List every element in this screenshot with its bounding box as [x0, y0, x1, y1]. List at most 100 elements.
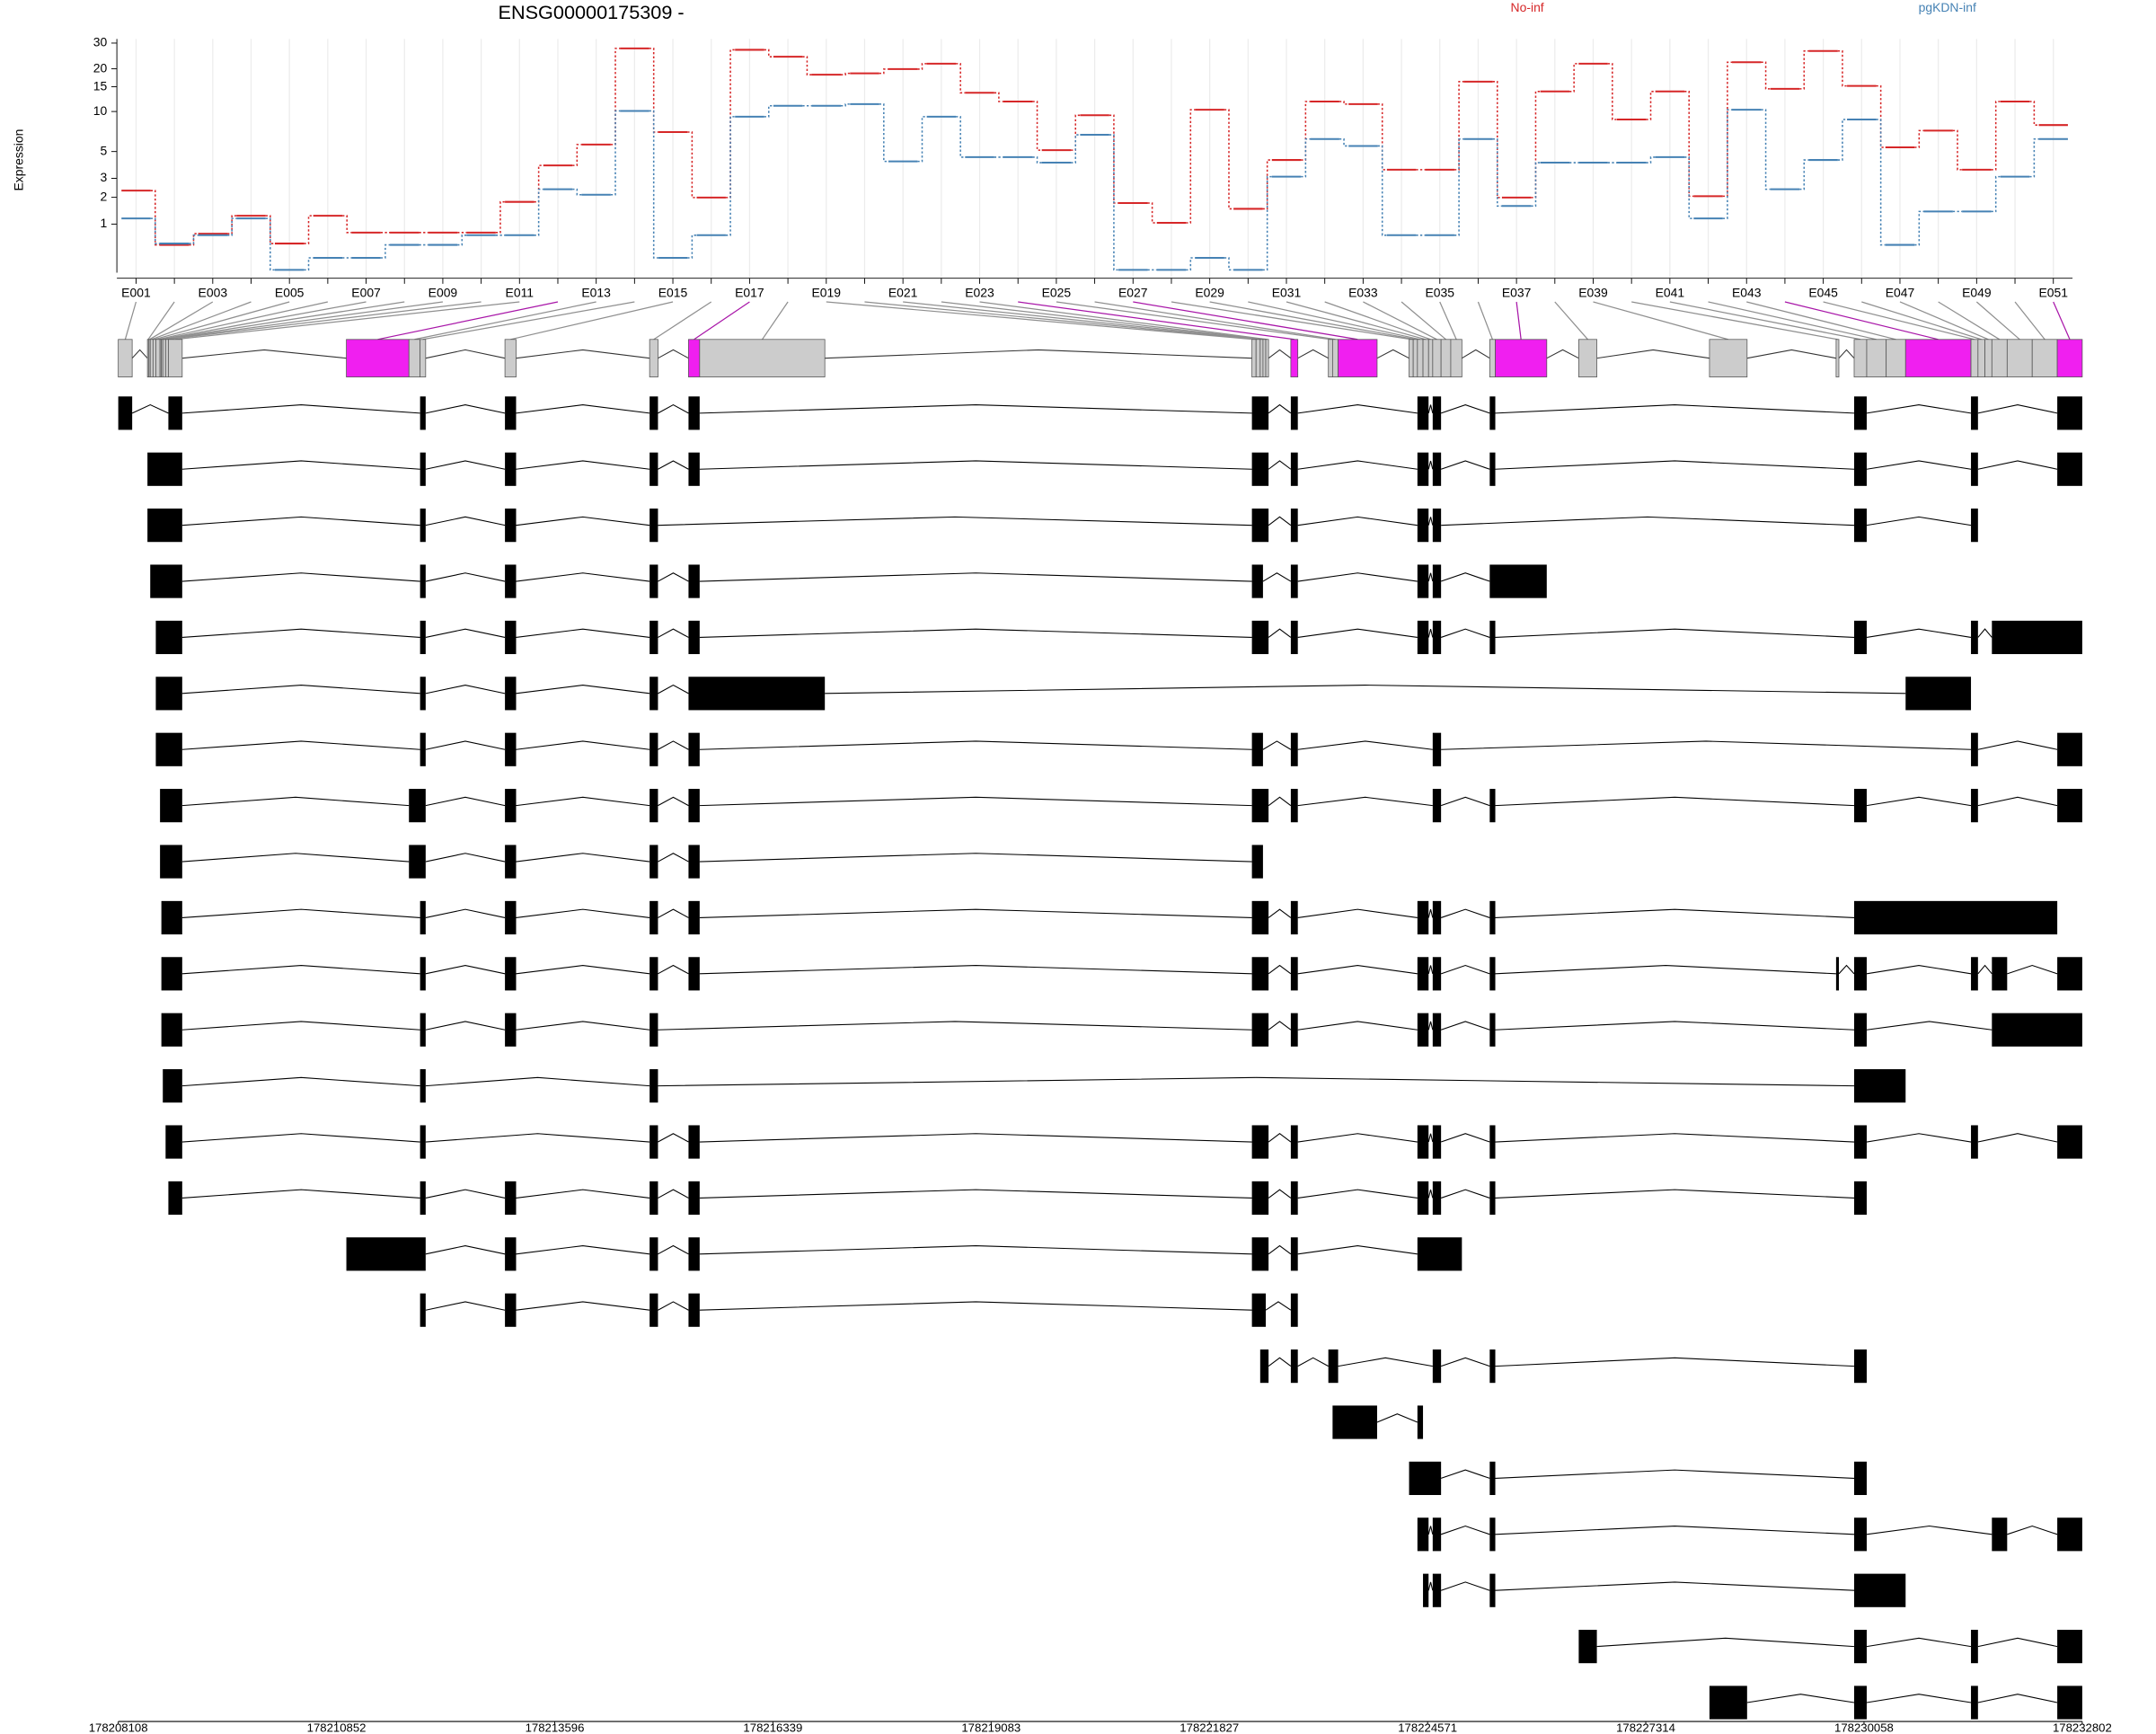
intron: [181, 685, 420, 694]
transcript-exon: [1489, 396, 1496, 430]
transcript-exon: [1417, 1181, 1429, 1216]
series-connector: [150, 48, 2039, 246]
transcript-exon: [649, 452, 658, 486]
intron: [516, 740, 650, 750]
transcript-exon: [1290, 564, 1298, 598]
transcript-exon: [1290, 1125, 1298, 1159]
transcript-exon: [1432, 396, 1442, 430]
transcript-exon: [649, 1237, 658, 1271]
transcript-exon: [160, 789, 182, 823]
series-connector: [150, 103, 2039, 271]
intron: [1427, 1190, 1434, 1199]
intron: [1495, 796, 1855, 807]
intron: [1427, 404, 1434, 413]
exon-bin: [118, 339, 133, 377]
transcript-exon: [649, 789, 658, 823]
intron: [699, 740, 1252, 750]
x-tick-label: E015: [658, 285, 688, 299]
x-tick-label: 178208108: [89, 1721, 148, 1734]
transcript-exon: [505, 957, 517, 991]
transcript-exon: [1328, 1349, 1339, 1384]
y-tick-label: 5: [101, 143, 108, 157]
transcript-exon: [688, 1293, 700, 1327]
intron: [1495, 1581, 1855, 1591]
transcript-exon: [649, 1069, 658, 1103]
intron: [658, 1244, 689, 1255]
intron: [1427, 572, 1434, 582]
transcript-exon: [1432, 1517, 1442, 1552]
intron: [131, 349, 148, 359]
intron: [1866, 516, 1972, 526]
transcript-exon: [1432, 1125, 1442, 1159]
transcript-exon: [1432, 564, 1442, 598]
transcript-exon: [1432, 620, 1442, 655]
transcript-exon: [1905, 677, 1972, 711]
transcript-exon: [1853, 452, 1867, 486]
exon-connector: [1324, 301, 1431, 341]
intron: [2007, 964, 2058, 975]
exon-connector: [1209, 301, 1416, 341]
transcript-exon: [688, 845, 700, 879]
intron: [1427, 965, 1434, 974]
exon-connector: [1171, 301, 1411, 341]
transcript-exon: [649, 900, 658, 935]
intron: [516, 908, 650, 918]
intron: [1866, 404, 1972, 414]
transcript-exon: [649, 564, 658, 598]
intron: [1268, 628, 1292, 638]
intron: [1495, 1469, 1855, 1479]
intron: [658, 740, 689, 750]
transcript-exon: [1417, 452, 1429, 486]
transcript-exon: [346, 1237, 426, 1271]
transcript-exon: [1489, 1125, 1496, 1159]
transcript-exon: [420, 1125, 426, 1159]
transcript-exon: [1417, 1013, 1429, 1047]
transcript-exon: [1432, 957, 1442, 991]
exon-connector: [166, 301, 482, 341]
intron: [1376, 1413, 1418, 1423]
transcript-exon: [1251, 396, 1269, 430]
transcript-exon: [1251, 957, 1269, 991]
intron: [425, 796, 506, 807]
intron: [1440, 1525, 1490, 1535]
transcript-exon: [1290, 620, 1298, 655]
intron: [181, 404, 420, 414]
intron: [516, 516, 650, 526]
exon-connector: [1708, 301, 1877, 341]
intron: [1495, 908, 1855, 918]
intron: [1462, 349, 1490, 359]
transcript-exon: [1853, 900, 2058, 935]
transcript-exon: [1853, 957, 1867, 991]
transcript-exon: [688, 957, 700, 991]
intron: [1441, 740, 1972, 750]
intron: [1838, 964, 1855, 975]
intron: [699, 404, 1252, 414]
transcript-exon: [420, 396, 426, 430]
transcript-exon: [688, 732, 700, 766]
transcript-exon: [161, 1013, 182, 1047]
exon-bin: [1495, 339, 1548, 377]
transcript-exon: [505, 452, 517, 486]
transcript-exon: [1417, 1517, 1429, 1552]
intron: [1268, 1244, 1292, 1255]
x-tick-label: E049: [1962, 285, 1992, 299]
transcript-exon: [505, 845, 517, 879]
intron: [1866, 1694, 1972, 1703]
transcript-exon: [1489, 1181, 1496, 1216]
transcript-exon: [688, 620, 700, 655]
intron: [516, 404, 650, 414]
exon-bin: [1265, 339, 1269, 377]
transcript-exon: [155, 732, 182, 766]
exon-connector: [1018, 301, 1294, 341]
x-tick-label: E011: [506, 285, 535, 299]
transcript-exon: [2057, 732, 2082, 766]
transcript-exon: [1417, 957, 1429, 991]
intron: [1268, 1133, 1292, 1143]
intron: [1977, 1637, 2058, 1648]
intron: [516, 964, 650, 975]
transcript-exon: [1432, 789, 1442, 823]
x-tick-label: 178221827: [1180, 1721, 1239, 1734]
transcript-exon: [2057, 1685, 2082, 1720]
intron: [699, 628, 1252, 638]
